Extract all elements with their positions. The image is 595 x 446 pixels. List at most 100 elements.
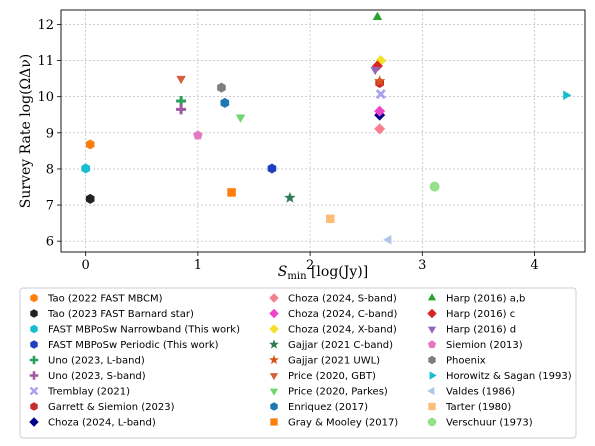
legend-entry-label: Gajjar (2021 C-band) xyxy=(288,340,393,351)
x-axis-ticks: 0 1 2 3 4 xyxy=(82,252,539,273)
legend-entry-label: Choza (2024, S-band) xyxy=(288,294,397,305)
legend-marker-26 xyxy=(427,417,437,427)
legend-entry-label: Enriquez (2017) xyxy=(288,402,368,413)
legend-entry-label: Tao (2022 FAST MBCM) xyxy=(47,294,163,305)
legend-entry-label: Uno (2023, L-band) xyxy=(48,356,145,367)
data-point-26 xyxy=(429,181,440,192)
legend-entry-label: Choza (2024, X-band) xyxy=(288,325,397,336)
legend-entry-label: Verschuur (1973) xyxy=(446,418,533,429)
x-tick-label: 3 xyxy=(418,258,426,273)
legend-marker-0 xyxy=(30,293,38,303)
legend-marker-13 xyxy=(269,354,279,365)
legend-box xyxy=(19,287,577,439)
data-point-2 xyxy=(81,163,91,174)
legend-marker-20 xyxy=(427,326,437,334)
legend-entry-label: Gray & Mooley (2017) xyxy=(288,418,398,429)
x-tick-label: 2 xyxy=(306,258,314,273)
legend-marker-15 xyxy=(269,388,279,396)
legend-marker-3 xyxy=(30,340,38,349)
legend-marker-6 xyxy=(29,386,39,396)
legend-marker-9 xyxy=(269,293,279,303)
legend-marker-11 xyxy=(269,324,279,334)
data-point-4 xyxy=(176,96,187,107)
legend-marker-5 xyxy=(29,371,39,380)
data-point-15 xyxy=(235,114,246,123)
legend-entry-label: Price (2020, GBT) xyxy=(288,371,376,382)
legend-marker-16 xyxy=(270,402,278,411)
y-tick-label: 7 xyxy=(46,199,54,214)
x-tick-label: 4 xyxy=(530,258,538,273)
data-point-14 xyxy=(176,75,186,85)
data-point-6 xyxy=(375,89,386,100)
legend-entry-label: Price (2020, Parkes) xyxy=(288,387,388,398)
data-point-20 xyxy=(370,66,380,76)
legend-marker-6-stroke xyxy=(29,386,39,396)
y-tick-label: 11 xyxy=(37,54,54,69)
data-point-0 xyxy=(85,139,95,150)
legend: Tao (2022 FAST MBCM) Tao (2023 FAST Barna… xyxy=(29,293,572,429)
y-axis-label: Survey Rate log(ΩΔν) xyxy=(18,54,34,208)
legend-marker-24 xyxy=(427,386,435,396)
data-point-5 xyxy=(176,104,187,115)
legend-marker-25 xyxy=(428,402,436,411)
data-point-21 xyxy=(193,130,203,140)
x-axis-label: Smin [log(Jy)] xyxy=(278,264,368,282)
y-tick-label: 12 xyxy=(37,18,54,33)
data-point-25 xyxy=(326,214,335,224)
y-tick-label: 9 xyxy=(46,126,54,141)
legend-entry-label: Harp (2016) a,b xyxy=(446,294,525,305)
data-point-16 xyxy=(220,97,230,108)
legend-entry-label: Garrett & Siemion (2023) xyxy=(48,402,175,413)
legend-entry-label: Harp (2016) d xyxy=(446,325,516,336)
data-point-6-stroke xyxy=(375,89,386,100)
legend-entry-label: Valdes (1986) xyxy=(446,387,515,398)
x-tick-label: 1 xyxy=(194,258,202,273)
legend-entry-label: FAST MBPoSw Narrowband (This work) xyxy=(48,325,240,336)
data-point-17 xyxy=(227,188,236,197)
legend-marker-2 xyxy=(30,324,38,334)
data-point-24 xyxy=(383,234,392,245)
x-axis-label-sub: min xyxy=(287,271,307,282)
legend-marker-14 xyxy=(269,373,279,381)
y-tick-label: 6 xyxy=(46,235,54,250)
data-point-10 xyxy=(374,105,386,117)
data-point-13 xyxy=(373,75,386,87)
legend-marker-17 xyxy=(270,418,278,426)
data-point-9 xyxy=(374,123,386,135)
legend-entry-label: Phoenix xyxy=(446,356,486,367)
legend-marker-4 xyxy=(29,355,39,365)
legend-entry-label: Tao (2023 FAST Barnard star) xyxy=(47,309,194,320)
legend-entry-label: Horowitz & Sagan (1993) xyxy=(446,371,572,382)
legend-entry-label: Harp (2016) c xyxy=(446,309,515,320)
legend-marker-23 xyxy=(429,371,437,380)
x-tick-label: 0 xyxy=(82,258,90,273)
legend-entry-label: Tremblay (2021) xyxy=(47,387,130,398)
legend-entry-label: Gajjar (2021 UWL) xyxy=(288,356,380,367)
data-point-22 xyxy=(217,82,226,93)
legend-marker-21 xyxy=(427,340,437,348)
data-point-18 xyxy=(372,11,383,20)
y-axis-ticks: 6 7 8 9 10 11 12 xyxy=(37,18,61,250)
data-points xyxy=(81,11,572,245)
legend-entry-label: Uno (2023, S-band) xyxy=(48,371,146,382)
grid xyxy=(61,10,585,252)
data-point-23 xyxy=(563,90,572,100)
y-tick-label: 8 xyxy=(46,162,54,177)
legend-entry-label: Siemion (2013) xyxy=(446,340,523,351)
legend-entry-label: Choza (2024, L-band) xyxy=(48,418,156,429)
legend-marker-12 xyxy=(269,339,279,349)
legend-marker-10 xyxy=(269,308,279,319)
legend-marker-19 xyxy=(427,308,437,319)
legend-entry-label: Choza (2024, C-band) xyxy=(288,309,397,320)
legend-entry-label: Tarter (1980) xyxy=(445,402,511,413)
legend-marker-1 xyxy=(30,309,38,318)
legend-marker-22 xyxy=(428,355,436,365)
legend-marker-7 xyxy=(30,402,38,411)
x-axis-label-main: S xyxy=(278,264,288,280)
data-point-12 xyxy=(284,191,296,203)
data-point-3 xyxy=(267,163,277,174)
plot-frame xyxy=(60,9,586,253)
y-tick-label: 10 xyxy=(37,90,54,105)
data-point-1 xyxy=(85,193,95,204)
